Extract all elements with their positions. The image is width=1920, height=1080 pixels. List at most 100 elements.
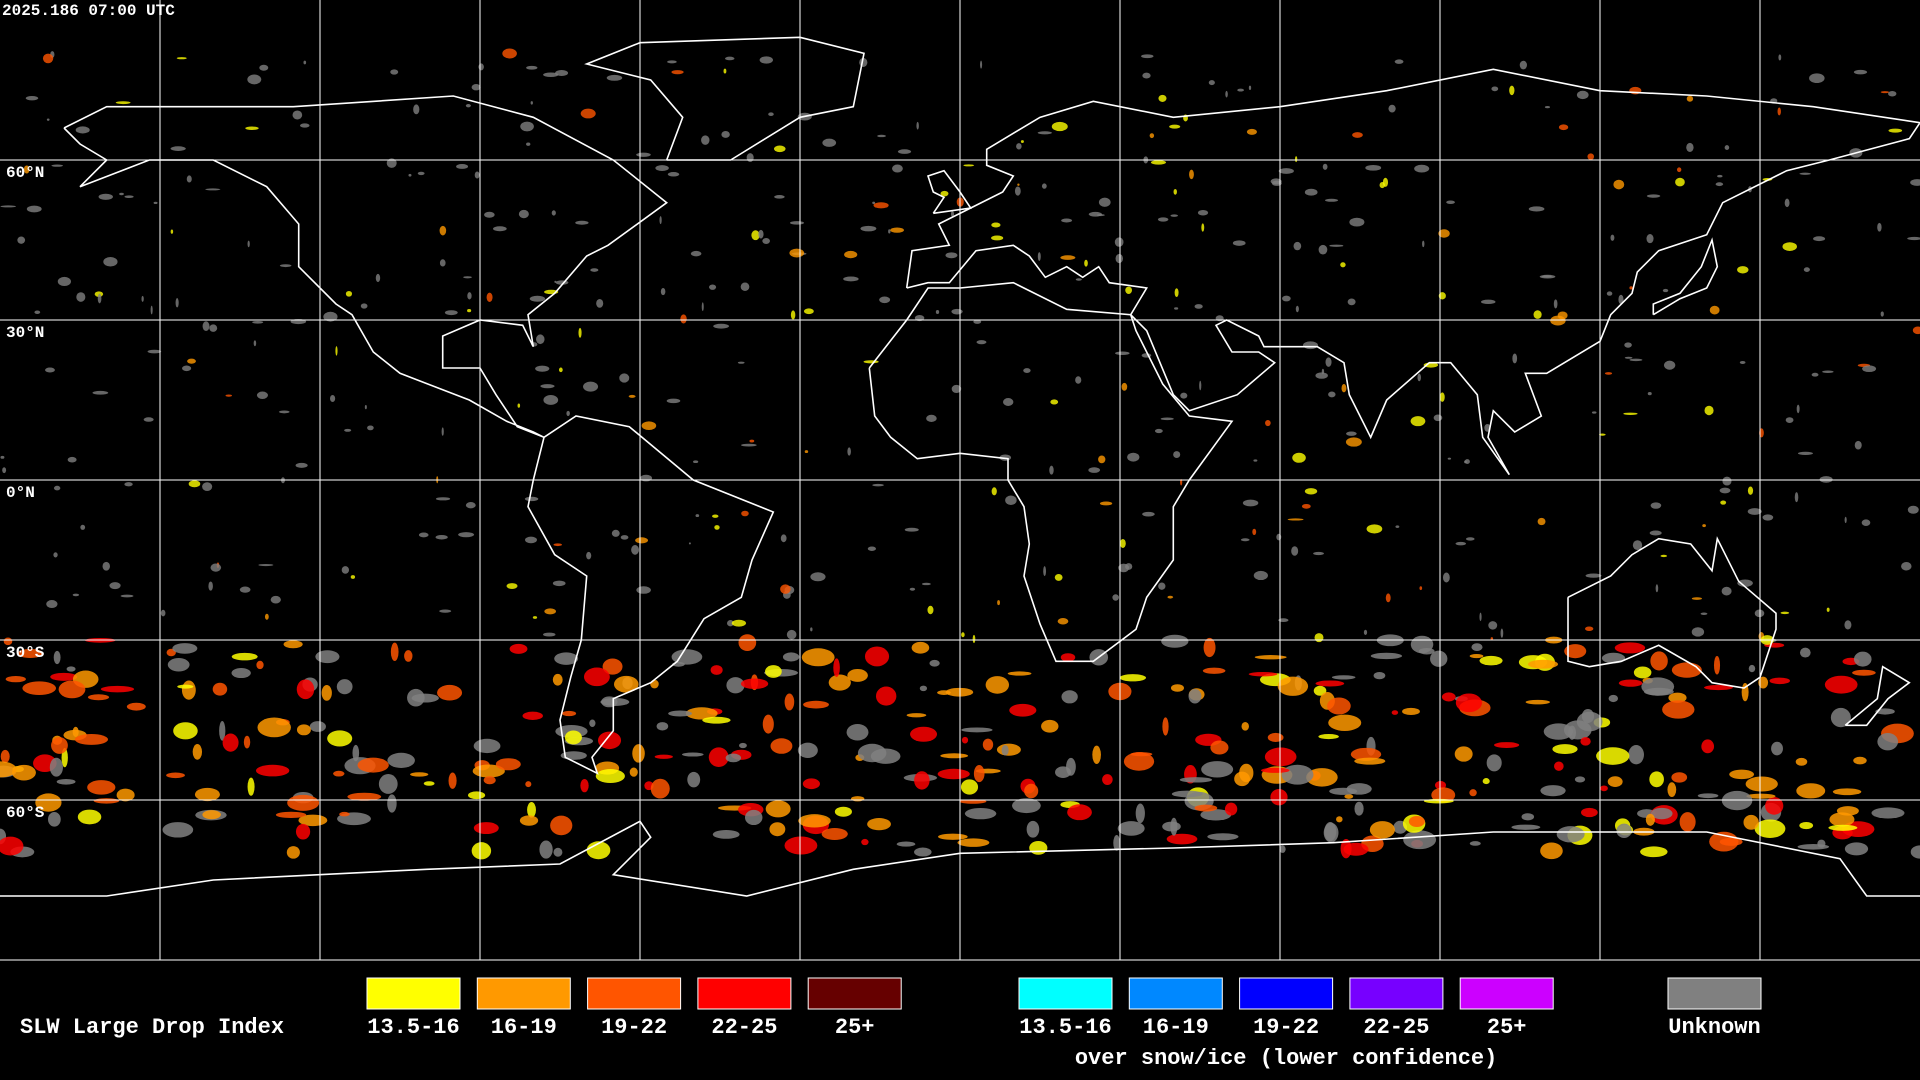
cloud-patch — [1697, 793, 1719, 799]
cloud-patch — [1784, 198, 1790, 208]
cloud-patch — [518, 209, 529, 219]
cloud-patch — [721, 131, 730, 138]
cloud-patch — [49, 757, 63, 777]
cloud-patch — [709, 284, 717, 290]
cloud-patch — [935, 309, 940, 315]
cloud-patch — [1252, 528, 1257, 536]
cloud-patch — [1173, 188, 1177, 195]
cloud-patch — [502, 48, 517, 59]
cloud-patch — [0, 205, 17, 208]
cloud-patch — [1123, 752, 1155, 771]
cloud-patch — [1803, 267, 1810, 272]
graticule — [0, 0, 1920, 960]
cloud-patch — [3, 637, 13, 646]
cloud-patch — [1170, 817, 1178, 836]
cloud-patch — [1323, 822, 1339, 843]
cloud-patch — [1853, 69, 1868, 75]
cloud-patch — [1295, 305, 1299, 313]
cloud-patch — [259, 64, 269, 71]
cloud-patch — [1112, 594, 1119, 601]
cloud-patch — [1369, 821, 1395, 839]
cloud-patch — [1157, 217, 1169, 222]
cloud-patch — [879, 296, 891, 304]
cloud-patch — [278, 410, 290, 414]
cloud-patch — [387, 794, 397, 813]
cloud-patch — [0, 455, 5, 459]
cloud-patch — [46, 600, 58, 608]
cloud-patch — [471, 842, 492, 860]
cloud-patch — [341, 566, 350, 574]
cloud-patch — [1471, 643, 1483, 652]
cloud-patch — [550, 815, 573, 836]
cloud-patch — [914, 847, 932, 857]
cloud-patch — [1819, 476, 1833, 483]
cloud-patch — [1282, 295, 1291, 302]
cloud-patch — [458, 532, 475, 538]
cloud-patch — [1270, 789, 1288, 806]
cloud-patch — [712, 830, 740, 839]
lat-label: 60°N — [6, 164, 44, 182]
legend-label: 19-22 — [601, 1015, 667, 1040]
cloud-patch — [109, 582, 121, 590]
cloud-patch — [375, 273, 381, 283]
cloud-patch — [115, 101, 131, 105]
cloud-patch — [1169, 124, 1181, 129]
cloud-patch — [1667, 782, 1677, 798]
cloud-patch — [927, 605, 934, 615]
cloud-patch — [1001, 745, 1009, 756]
cloud-patch — [1581, 807, 1598, 818]
cloud-patch — [1747, 508, 1762, 515]
cloud-patch — [1722, 476, 1732, 486]
cloud-patch — [247, 240, 250, 248]
cloud-patch — [1647, 392, 1652, 396]
cloud-patch — [465, 103, 471, 108]
legend-label: 13.5-16 — [367, 1015, 459, 1040]
cloud-patch — [668, 710, 693, 717]
cloud-patch — [1455, 541, 1467, 546]
cloud-patch — [1540, 785, 1566, 797]
cloud-patch — [177, 684, 194, 689]
cloud-patch — [1354, 757, 1386, 765]
cloud-patch — [1287, 518, 1304, 521]
cloud-patch — [1745, 776, 1778, 792]
cloud-patch — [34, 310, 41, 314]
cloud-patch — [945, 252, 958, 259]
cloud-patch — [1771, 741, 1783, 756]
cloud-patch — [875, 686, 897, 706]
cloud-patch — [628, 394, 636, 398]
cloud-patch — [48, 812, 61, 827]
cloud-patch — [693, 460, 699, 464]
cloud-patch — [1174, 307, 1179, 310]
cloud-patch — [713, 323, 730, 329]
cloud-patch — [1430, 650, 1448, 667]
cloud-patch — [737, 361, 745, 364]
cloud-patch — [1119, 674, 1147, 682]
cloud-patch — [780, 584, 791, 594]
cloud-patch — [1691, 627, 1705, 637]
cloud-patch — [303, 60, 307, 65]
cloud-patch — [1024, 783, 1039, 799]
cloud-patch — [1253, 570, 1268, 581]
cloud-patch — [973, 764, 985, 783]
cloud-patch — [961, 736, 969, 744]
cloud-patch — [950, 210, 955, 217]
cloud-patch — [590, 268, 599, 272]
cloud-patch — [483, 776, 496, 785]
cloud-patch — [463, 276, 472, 279]
cloud-patch — [53, 650, 61, 665]
cloud-patch — [1877, 733, 1899, 751]
cloud-patch — [1721, 586, 1732, 596]
cloud-patch — [208, 581, 213, 591]
cloud-patch — [1662, 700, 1695, 719]
cloud-patch — [124, 482, 133, 487]
cloud-patch — [327, 730, 353, 747]
cloud-patch — [1142, 511, 1155, 517]
cloud-patch — [1248, 85, 1252, 90]
cloud-patch — [256, 660, 264, 670]
cloud-patch — [1844, 516, 1847, 524]
cloud-patch — [1655, 584, 1659, 593]
cloud-patch — [596, 298, 604, 308]
cloud-patch — [985, 676, 1010, 694]
cloud-patch — [1500, 628, 1504, 638]
cloud-patch — [1640, 846, 1668, 858]
